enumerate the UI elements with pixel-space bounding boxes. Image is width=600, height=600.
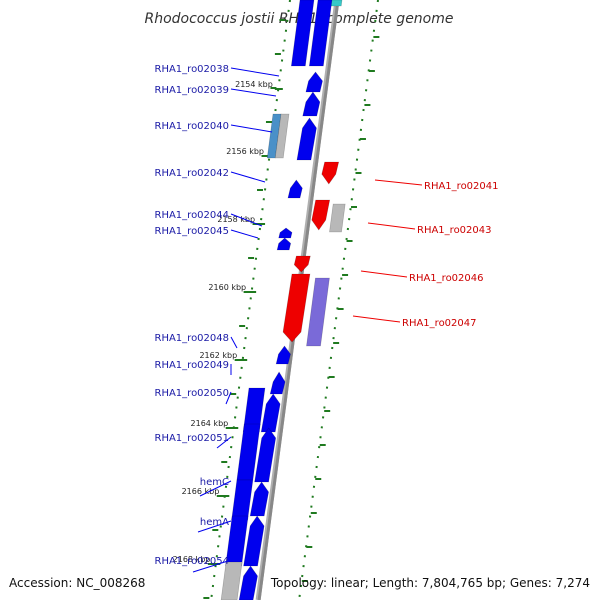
leader-line xyxy=(230,67,280,77)
forward-gene-label: hemA xyxy=(200,517,229,528)
gene-ro02046 xyxy=(293,255,311,273)
leader-line xyxy=(225,391,232,405)
leader-line xyxy=(230,88,277,97)
forward-gene-label: hemC xyxy=(200,477,229,488)
gene-ro02042 xyxy=(287,179,303,199)
leader-line xyxy=(230,336,238,349)
forward-gene-label: RHA1_ro02050 xyxy=(155,388,230,399)
gene-hemC xyxy=(231,479,254,521)
leader-line xyxy=(197,520,232,533)
leader-line xyxy=(374,179,423,186)
gene-ro02047 xyxy=(282,273,311,343)
gene-ro02038 xyxy=(305,71,323,93)
gene-ro02048 xyxy=(275,345,291,365)
gene-ro02045 xyxy=(276,237,292,251)
tick-label: 2156 kbp xyxy=(226,147,264,156)
gene-rna xyxy=(306,277,330,347)
reverse-gene-label: RHA1_ro02046 xyxy=(409,273,484,284)
gene-labels: RHA1_ro02038 RHA1_ro02039 RHA1_ro02040 RHA1… xyxy=(155,64,499,573)
gene-forward xyxy=(290,0,315,67)
forward-gene-label: RHA1_ro02039 xyxy=(155,85,230,96)
leader-line xyxy=(367,222,416,230)
outer-left-dotted-track xyxy=(210,0,291,600)
forward-gene-label: RHA1_ro02038 xyxy=(155,64,230,75)
gene-ro02041 xyxy=(321,161,340,185)
forward-gene-label: RHA1_ro02051 xyxy=(155,433,230,444)
tick-label: 2162 kbp xyxy=(199,351,237,360)
forward-gene-label: RHA1_ro02040 xyxy=(155,121,230,132)
reverse-gene-label: RHA1_ro02041 xyxy=(424,181,499,192)
gene-ro02043-pseudo xyxy=(329,203,346,233)
tick-label: 2164 kbp xyxy=(191,419,229,428)
leader-line xyxy=(360,270,408,278)
gene-ro02054 xyxy=(238,565,258,600)
gene-pseudo xyxy=(274,113,290,159)
leader-line xyxy=(192,559,232,573)
reverse-gene-label: RHA1_ro02047 xyxy=(402,318,477,329)
gene-ro02044 xyxy=(278,227,293,239)
leader-line xyxy=(352,315,401,323)
gene-ro02039 xyxy=(302,91,321,117)
forward-gene-label: RHA1_ro02045 xyxy=(155,226,230,237)
gene-features xyxy=(220,0,346,600)
gene-ro02050b xyxy=(260,393,281,433)
tick-label: 2158 kbp xyxy=(217,215,255,224)
gene-hemA-b xyxy=(243,515,265,567)
forward-gene-label: RHA1_ro02048 xyxy=(155,333,230,344)
gene-ro02049 xyxy=(269,371,286,395)
outer-right-dotted-track xyxy=(298,0,379,600)
gene-ro02040 xyxy=(296,117,317,161)
leader-line xyxy=(230,229,259,239)
tick-label: 2160 kbp xyxy=(208,283,246,292)
forward-gene-label: RHA1_ro02054 xyxy=(155,556,230,567)
scale-ticks: 2154 kbp 2156 kbp 2158 kbp 2160 kbp 2162 kbp… xyxy=(173,19,380,599)
gene-ro02043 xyxy=(311,199,331,231)
gene-forward xyxy=(308,0,333,67)
forward-gene-label: RHA1_ro02044 xyxy=(155,210,230,221)
leader-line xyxy=(230,213,263,227)
topology-text: Topology: linear; Length: 7,804,765 bp; … xyxy=(270,576,590,590)
gene-hemC-b xyxy=(249,481,269,517)
leader-line xyxy=(199,480,232,497)
accession-text: Accession: NC_008268 xyxy=(9,576,145,590)
reverse-gene-label: RHA1_ro02043 xyxy=(417,225,492,236)
leader-line xyxy=(216,436,232,449)
leader-line xyxy=(230,171,266,183)
tick-label: 2154 kbp xyxy=(235,80,273,89)
forward-gene-label: RHA1_ro02042 xyxy=(155,168,230,179)
forward-gene-label: RHA1_ro02049 xyxy=(155,360,230,371)
tick-label: 2168 kbp xyxy=(173,555,211,564)
tick-label: 2166 kbp xyxy=(182,487,220,496)
leader-line xyxy=(230,124,273,133)
gene-ro02054-pseudo xyxy=(220,561,243,600)
